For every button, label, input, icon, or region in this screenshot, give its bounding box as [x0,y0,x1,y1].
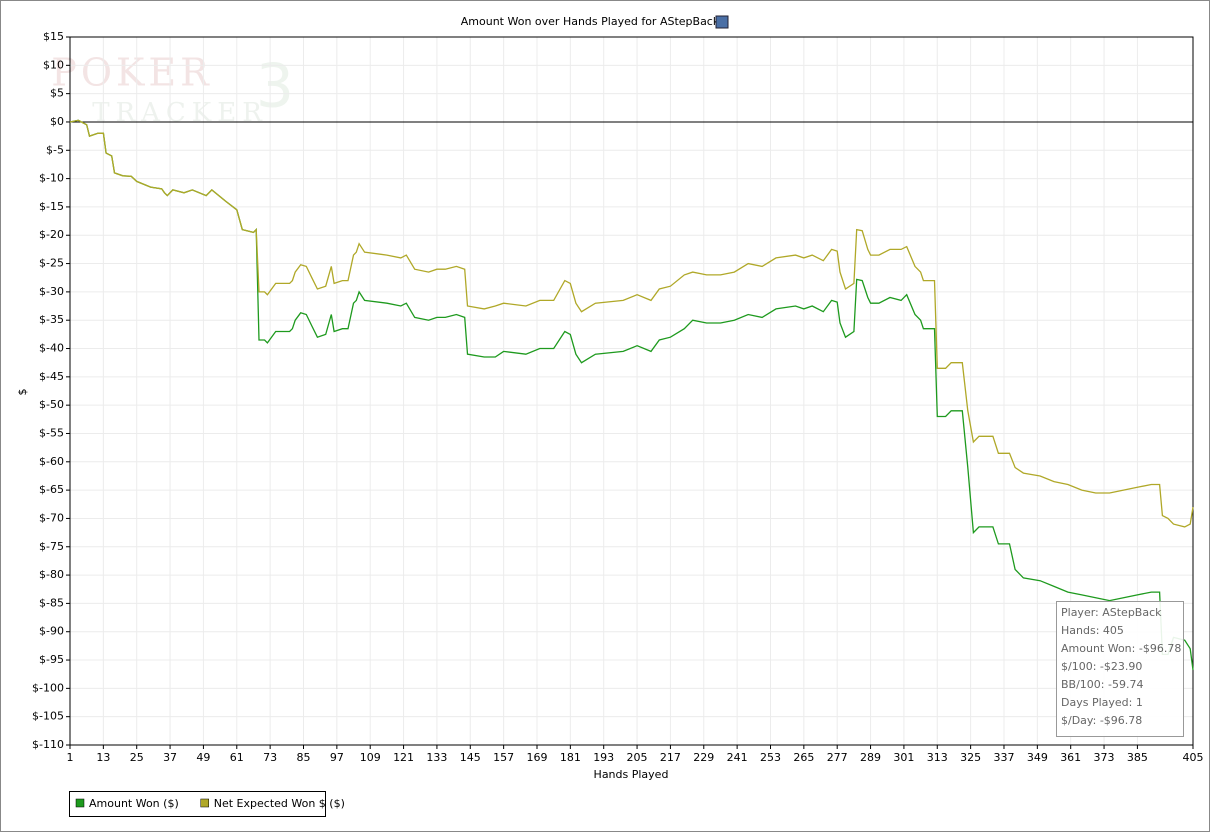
tooltip-line: Amount Won: -$96.78 [1061,642,1181,655]
tooltip-line: $/Day: -$96.78 [1061,714,1142,727]
y-tick-label: $-55 [39,426,64,439]
legend-box [69,791,326,817]
x-tick-label: 361 [1060,751,1081,764]
x-tick-label: 145 [460,751,481,764]
y-tick-label: $-70 [39,511,64,524]
watermark: POKER [51,51,212,95]
expand-icon[interactable] [715,15,729,29]
tooltip-line: BB/100: -59.74 [1061,678,1143,691]
x-tick-label: 85 [296,751,310,764]
x-tick-label: 405 [1183,751,1204,764]
legend: Amount Won ($) Net Expected Won $ ($) [69,791,345,817]
x-tick-label: 277 [827,751,848,764]
x-tick-label: 121 [393,751,414,764]
y-tick-label: $15 [43,30,64,43]
x-tick-label: 325 [960,751,981,764]
tooltip-line: $/100: -$23.90 [1061,660,1142,673]
x-tick-label: 109 [360,751,381,764]
chart-title: Amount Won over Hands Played for AStepBa… [461,15,720,28]
x-tick-label: 61 [230,751,244,764]
tooltip-line: Player: AStepBack [1061,606,1162,619]
x-tick-label: 349 [1027,751,1048,764]
y-tick-label: $-110 [32,738,64,751]
y-tick-label: $-10 [39,172,64,185]
y-tick-label: $-35 [39,313,64,326]
y-tick-label: $0 [50,115,64,128]
x-tick-label: 217 [660,751,681,764]
x-tick-label: 241 [727,751,748,764]
y-tick-label: $-20 [39,228,64,241]
x-tick-label: 313 [927,751,948,764]
tooltip-line: Hands: 405 [1061,624,1124,637]
y-tick-label: $-95 [39,653,64,666]
x-tick-label: 49 [196,751,210,764]
legend-label: Net Expected Won $ ($) [214,797,345,810]
y-tick-label: $-5 [46,143,64,156]
y-tick-label: $-80 [39,568,64,581]
y-tick-label: $-75 [39,540,64,553]
x-tick-label: 205 [627,751,648,764]
x-tick-label: 157 [493,751,514,764]
y-tick-label: $-85 [39,596,64,609]
series-line [69,119,1194,528]
x-tick-label: 253 [760,751,781,764]
y-tick-label: $-60 [39,455,64,468]
legend-swatch [200,798,209,808]
y-tick-label: $-50 [39,398,64,411]
x-tick-label: 289 [860,751,881,764]
y-tick-label: $-105 [32,710,64,723]
y-tick-label: $-15 [39,200,64,213]
y-tick-label: $-30 [39,285,64,298]
x-axis-label: Hands Played [594,768,669,781]
y-tick-label: $-25 [39,257,64,270]
x-tick-label: 193 [593,751,614,764]
x-tick-label: 385 [1127,751,1148,764]
x-tick-label: 337 [993,751,1014,764]
y-tick-label: $-45 [39,370,64,383]
x-tick-label: 13 [96,751,110,764]
x-tick-label: 37 [163,751,177,764]
tooltip-line: Days Played: 1 [1061,696,1143,709]
watermark: TRACKER [92,98,268,128]
tooltip-box [1056,601,1184,737]
x-tick-label: 25 [130,751,144,764]
plot-area [69,36,1194,746]
y-tick-label: $-40 [39,342,64,355]
watermark: 3 [256,52,294,122]
y-tick-label: $10 [43,58,64,71]
y-tick-label: $5 [50,87,64,100]
x-tick-label: 133 [426,751,447,764]
y-tick-label: $-90 [39,625,64,638]
y-tick-label: $-65 [39,483,64,496]
x-tick-label: 373 [1094,751,1115,764]
x-tick-label: 265 [793,751,814,764]
x-tick-label: 229 [693,751,714,764]
x-tick-label: 169 [526,751,547,764]
x-tick-label: 97 [330,751,344,764]
y-tick-label: $-100 [32,681,64,694]
x-tick-label: 181 [560,751,581,764]
x-tick-label: 301 [893,751,914,764]
y-axis-label: $ [16,389,29,396]
tooltip: Player: AStepBack Hands: 405 Amount Won: -… [1056,601,1184,737]
legend-swatch [75,798,85,808]
x-tick-label: 73 [263,751,277,764]
x-tick-label: 1 [67,751,74,764]
legend-label: Amount Won ($) [89,797,179,810]
